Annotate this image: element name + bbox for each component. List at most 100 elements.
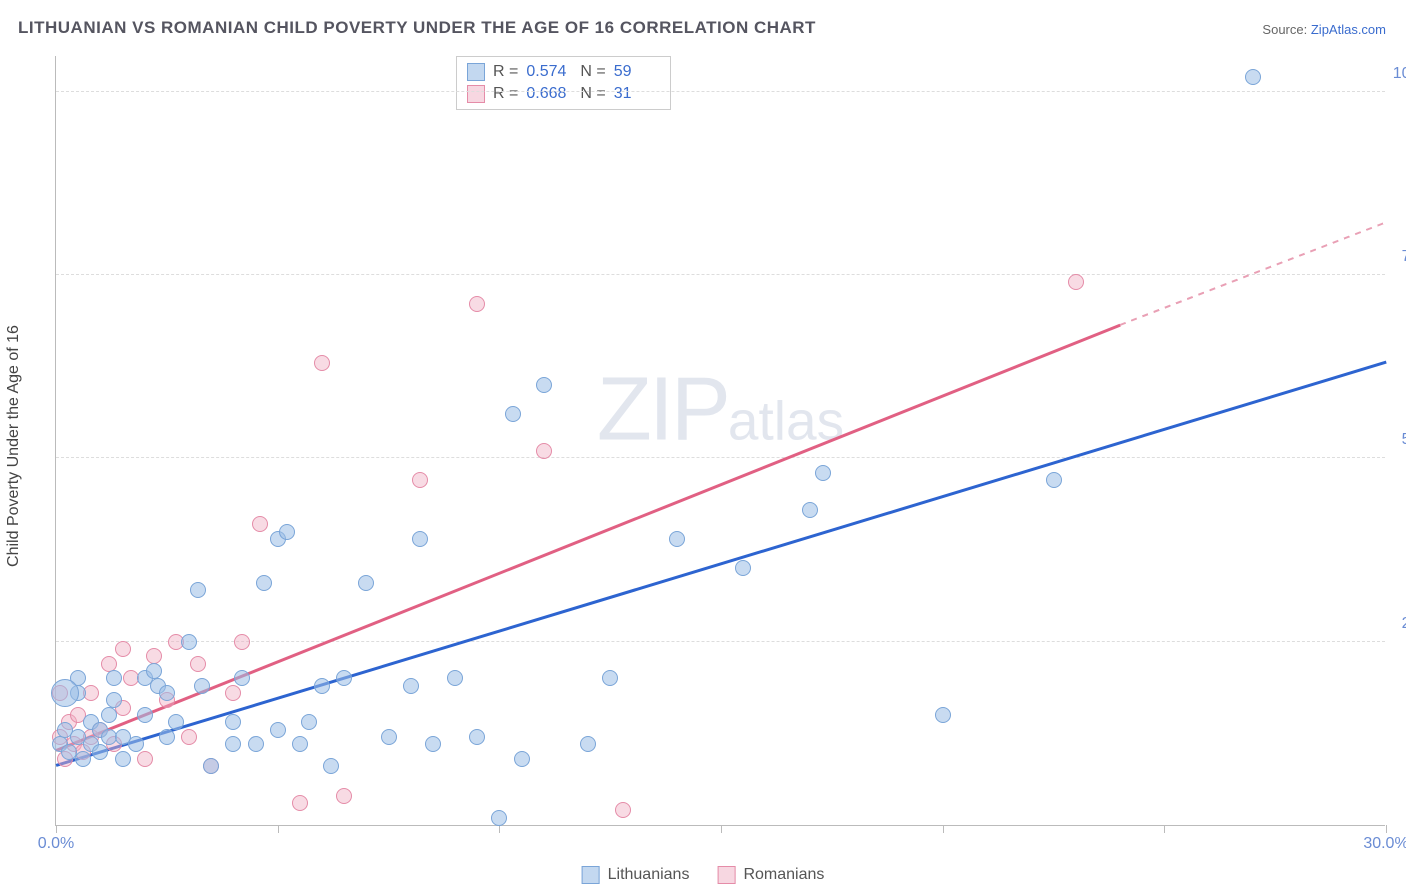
- legend-item-lithuanians: Lithuanians: [582, 866, 690, 884]
- x-tick-label: 0.0%: [38, 835, 74, 853]
- x-tick: [721, 825, 722, 833]
- x-tick: [278, 825, 279, 833]
- data-point: [403, 678, 419, 694]
- data-point: [115, 641, 131, 657]
- y-axis-title: Child Poverty Under the Age of 16: [5, 325, 23, 567]
- source-link[interactable]: ZipAtlas.com: [1311, 22, 1386, 37]
- data-point: [159, 685, 175, 701]
- plot-area: ZIPatlas R = 0.574 N = 59 R = 0.668 N = …: [55, 56, 1385, 826]
- y-tick-label: 50.0%: [1392, 431, 1406, 449]
- y-tick-label: 25.0%: [1392, 615, 1406, 633]
- n-label: N =: [580, 85, 605, 103]
- data-point: [469, 296, 485, 312]
- r-label: R =: [493, 63, 518, 81]
- data-point: [225, 685, 241, 701]
- data-point: [301, 714, 317, 730]
- data-point: [669, 531, 685, 547]
- data-point: [802, 502, 818, 518]
- x-tick: [943, 825, 944, 833]
- stats-legend: R = 0.574 N = 59 R = 0.668 N = 31: [456, 56, 671, 110]
- data-point: [1068, 274, 1084, 290]
- data-point: [505, 406, 521, 422]
- data-point: [106, 692, 122, 708]
- gridline: [56, 641, 1385, 642]
- data-point: [279, 524, 295, 540]
- stats-row-pink: R = 0.668 N = 31: [467, 83, 660, 105]
- data-point: [137, 751, 153, 767]
- data-point: [248, 736, 264, 752]
- source-prefix: Source:: [1262, 22, 1307, 37]
- data-point: [580, 736, 596, 752]
- data-point: [314, 355, 330, 371]
- swatch-pink-icon: [467, 85, 485, 103]
- gridline: [56, 91, 1385, 92]
- data-point: [101, 707, 117, 723]
- data-point: [75, 751, 91, 767]
- y-tick-label: 100.0%: [1392, 65, 1406, 83]
- data-point: [425, 736, 441, 752]
- gridline: [56, 457, 1385, 458]
- n-value-blue: 59: [614, 63, 660, 81]
- data-point: [314, 678, 330, 694]
- data-point: [469, 729, 485, 745]
- data-point: [602, 670, 618, 686]
- data-point: [181, 729, 197, 745]
- data-point: [159, 729, 175, 745]
- trend-line: [56, 361, 1387, 767]
- data-point: [292, 795, 308, 811]
- x-tick: [56, 825, 57, 833]
- data-point: [292, 736, 308, 752]
- n-value-pink: 31: [614, 85, 660, 103]
- data-point: [412, 472, 428, 488]
- data-point: [270, 722, 286, 738]
- r-value-pink: 0.668: [526, 85, 572, 103]
- data-point: [146, 663, 162, 679]
- data-point: [358, 575, 374, 591]
- data-point: [234, 670, 250, 686]
- swatch-blue-icon: [467, 63, 485, 81]
- data-point: [514, 751, 530, 767]
- gridline: [56, 274, 1385, 275]
- r-value-blue: 0.574: [526, 63, 572, 81]
- x-tick: [1386, 825, 1387, 833]
- data-point: [194, 678, 210, 694]
- data-point: [101, 656, 117, 672]
- n-label: N =: [580, 63, 605, 81]
- legend-label: Romanians: [743, 866, 824, 884]
- bottom-legend: Lithuanians Romanians: [582, 866, 825, 884]
- trend-line: [56, 324, 1121, 752]
- data-point: [190, 582, 206, 598]
- swatch-blue-icon: [582, 866, 600, 884]
- data-point: [225, 736, 241, 752]
- chart-title: LITHUANIAN VS ROMANIAN CHILD POVERTY UND…: [18, 18, 816, 38]
- legend-item-romanians: Romanians: [717, 866, 824, 884]
- r-label: R =: [493, 85, 518, 103]
- data-point: [735, 560, 751, 576]
- data-point: [137, 707, 153, 723]
- data-point: [536, 443, 552, 459]
- legend-label: Lithuanians: [608, 866, 690, 884]
- data-point: [536, 377, 552, 393]
- data-point: [128, 736, 144, 752]
- data-point: [815, 465, 831, 481]
- data-point: [323, 758, 339, 774]
- swatch-pink-icon: [717, 866, 735, 884]
- data-point: [336, 788, 352, 804]
- data-point: [412, 531, 428, 547]
- data-point: [115, 751, 131, 767]
- x-tick: [499, 825, 500, 833]
- data-point: [190, 656, 206, 672]
- data-point: [106, 670, 122, 686]
- data-point: [1046, 472, 1062, 488]
- data-point: [146, 648, 162, 664]
- data-point: [181, 634, 197, 650]
- data-point: [168, 714, 184, 730]
- data-point: [935, 707, 951, 723]
- stats-row-blue: R = 0.574 N = 59: [467, 61, 660, 83]
- source-label: Source: ZipAtlas.com: [1262, 22, 1386, 37]
- data-point: [336, 670, 352, 686]
- data-point: [225, 714, 241, 730]
- data-point: [1245, 69, 1261, 85]
- data-point: [234, 634, 250, 650]
- data-point: [256, 575, 272, 591]
